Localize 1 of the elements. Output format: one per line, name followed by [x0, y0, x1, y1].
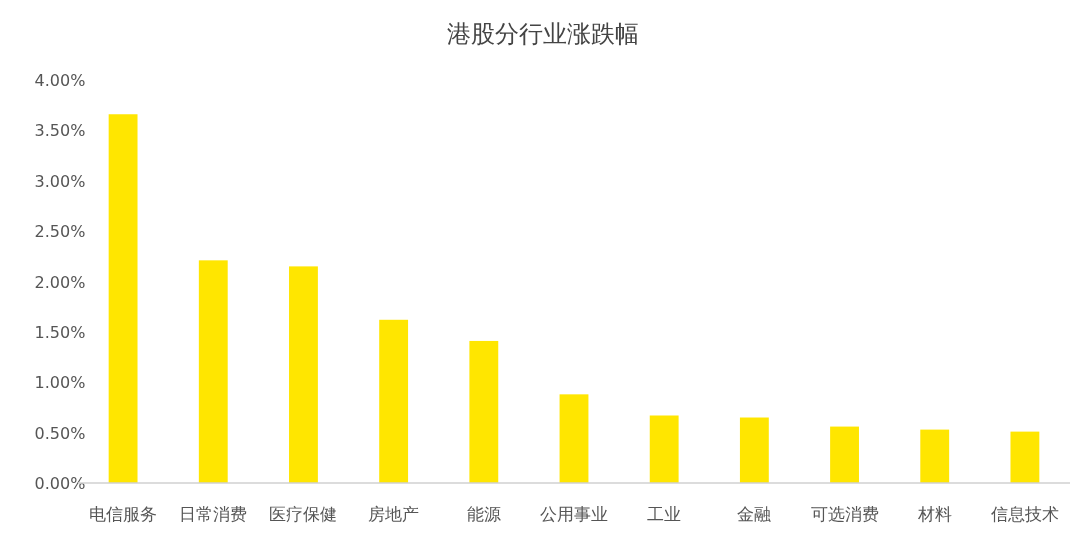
title: 港股分行业涨跌幅 [447, 20, 639, 48]
